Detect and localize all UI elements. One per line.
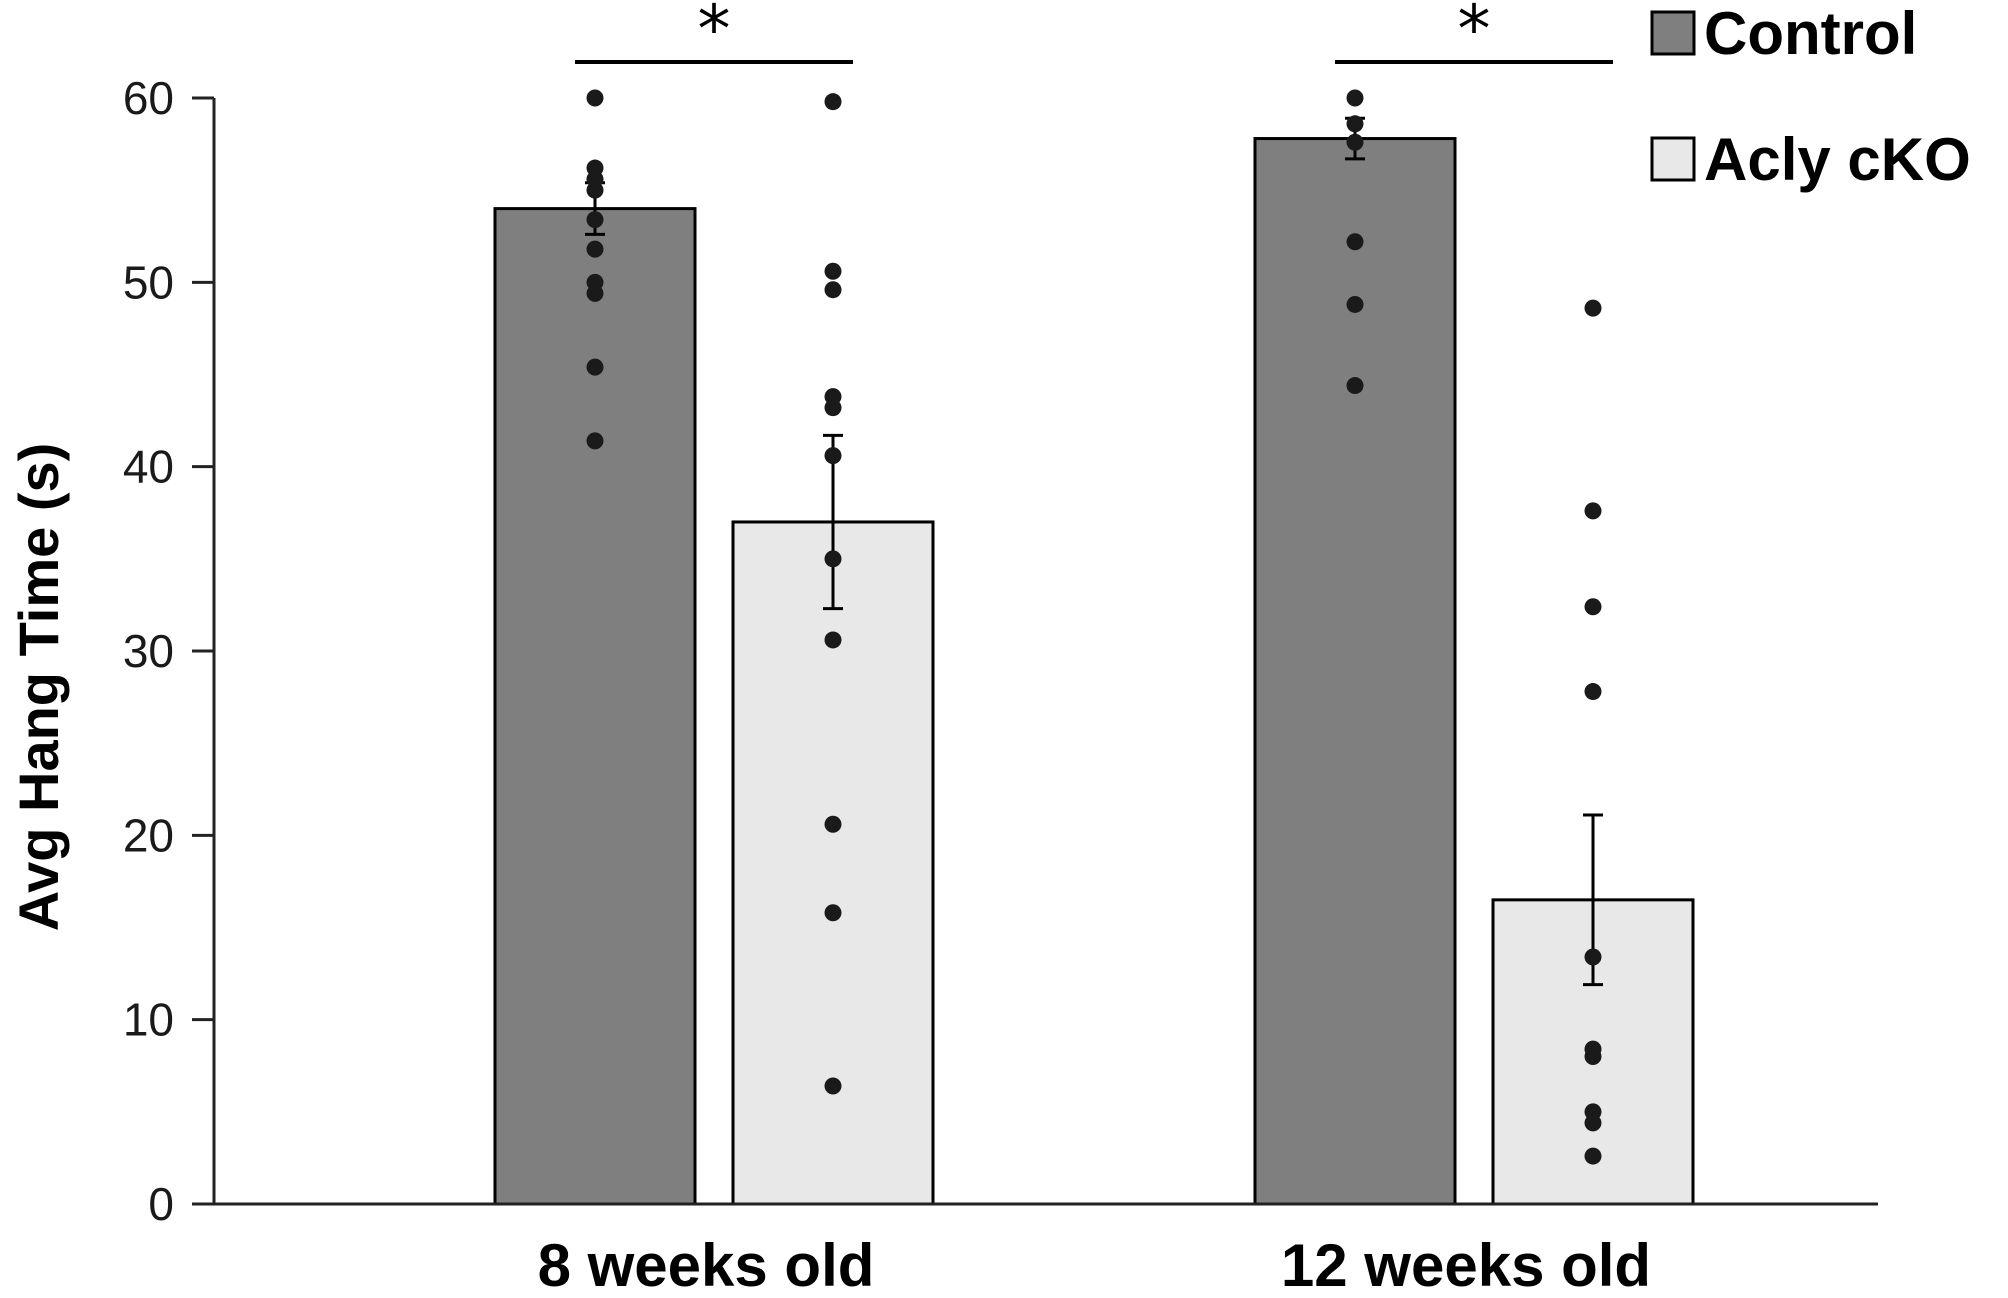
x-category-label: 8 weeks old (538, 1232, 875, 1298)
data-points-layer (586, 89, 1602, 1165)
significance-star: * (698, 0, 731, 68)
y-axis-title: Avg Hang Time (s) (7, 443, 70, 932)
data-point (586, 211, 604, 229)
data-point (824, 631, 842, 649)
data-point (586, 181, 604, 199)
data-point (824, 262, 842, 280)
data-point (586, 432, 604, 450)
significance-layer: * * (575, 0, 1613, 68)
y-tick-label: 50 (123, 256, 174, 308)
y-tick-label: 0 (148, 1178, 174, 1230)
data-point (1584, 299, 1602, 317)
data-point (1346, 133, 1364, 151)
labels-layer: 0 10 20 30 40 50 60 8 weeks old 12 weeks old Avg … (7, 72, 1651, 1298)
legend-swatch-control (1650, 10, 1696, 56)
data-point (1584, 502, 1602, 520)
bars-layer (493, 137, 1695, 1206)
data-point (824, 550, 842, 568)
data-point (586, 284, 604, 302)
y-tick-label: 10 (123, 994, 174, 1046)
bar-acly-cko-1 (731, 520, 935, 1206)
legend-swatch-acly-cko (1650, 136, 1696, 182)
data-point (824, 1077, 842, 1095)
data-point (824, 815, 842, 833)
data-point (1584, 1114, 1602, 1132)
data-point (824, 93, 842, 111)
y-tick-label: 30 (123, 625, 174, 677)
y-tick-label: 60 (123, 72, 174, 124)
data-point (824, 399, 842, 417)
bar-control-2 (1253, 137, 1457, 1206)
data-point (1346, 377, 1364, 395)
legend-label-acly-cko: Acly cKO (1704, 126, 1971, 193)
data-point (1584, 683, 1602, 701)
data-point (586, 89, 604, 107)
data-point (824, 281, 842, 299)
data-point (1584, 598, 1602, 616)
data-point (586, 240, 604, 258)
y-tick-label: 40 (123, 441, 174, 493)
legend: Control Acly cKO (1650, 0, 1971, 193)
bar-control-1 (493, 207, 697, 1206)
legend-label-control: Control (1704, 0, 1917, 67)
data-point (1346, 115, 1364, 133)
data-point (1346, 89, 1364, 107)
x-category-label: 12 weeks old (1281, 1232, 1651, 1298)
data-point (1346, 233, 1364, 251)
data-point (824, 447, 842, 465)
data-point (1346, 295, 1364, 313)
data-point (824, 904, 842, 922)
axes-layer (192, 96, 1878, 1206)
y-tick-label: 20 (123, 809, 174, 861)
significance-star: * (1458, 0, 1491, 68)
data-point (1584, 1147, 1602, 1165)
data-point (1584, 948, 1602, 966)
data-point (586, 358, 604, 376)
data-point (1584, 1048, 1602, 1066)
